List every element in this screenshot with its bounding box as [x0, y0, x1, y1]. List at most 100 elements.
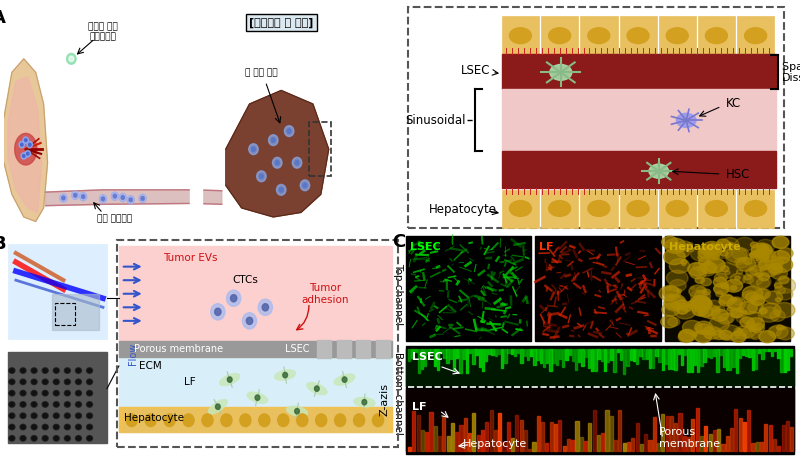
- Circle shape: [373, 414, 383, 426]
- Circle shape: [726, 335, 730, 338]
- Bar: [117, 240, 398, 447]
- Ellipse shape: [43, 391, 47, 395]
- Circle shape: [756, 258, 762, 262]
- Circle shape: [742, 312, 762, 326]
- Circle shape: [119, 197, 121, 198]
- Bar: [451, 423, 454, 451]
- Ellipse shape: [54, 368, 59, 373]
- Bar: [535, 236, 661, 341]
- Bar: [751, 349, 754, 370]
- Bar: [713, 349, 715, 356]
- Circle shape: [164, 414, 175, 426]
- Ellipse shape: [75, 436, 82, 441]
- Circle shape: [737, 329, 742, 332]
- Circle shape: [753, 325, 762, 331]
- Bar: [696, 408, 698, 451]
- Ellipse shape: [32, 402, 36, 406]
- Ellipse shape: [54, 437, 58, 440]
- Bar: [748, 349, 750, 357]
- Circle shape: [720, 313, 734, 324]
- Ellipse shape: [43, 425, 47, 429]
- Ellipse shape: [86, 413, 93, 419]
- Circle shape: [727, 242, 733, 246]
- Bar: [709, 434, 712, 451]
- Bar: [662, 414, 665, 451]
- Circle shape: [82, 195, 85, 198]
- Circle shape: [707, 300, 721, 310]
- Circle shape: [694, 330, 712, 343]
- Bar: [161, 409, 178, 431]
- Ellipse shape: [31, 413, 37, 419]
- Circle shape: [716, 306, 725, 312]
- Bar: [764, 424, 767, 451]
- Circle shape: [730, 273, 746, 284]
- Circle shape: [131, 196, 133, 198]
- Circle shape: [550, 65, 572, 80]
- Ellipse shape: [9, 436, 15, 441]
- Circle shape: [688, 248, 694, 252]
- Circle shape: [703, 327, 714, 335]
- Bar: [787, 349, 790, 370]
- Text: Hepatocyte: Hepatocyte: [462, 439, 527, 449]
- Circle shape: [22, 154, 25, 157]
- Bar: [554, 425, 557, 451]
- Circle shape: [725, 271, 730, 274]
- Bar: [738, 16, 774, 55]
- Circle shape: [662, 286, 679, 298]
- Ellipse shape: [54, 425, 58, 429]
- Bar: [607, 349, 610, 362]
- Bar: [294, 409, 311, 431]
- Bar: [710, 349, 712, 358]
- Circle shape: [782, 326, 786, 330]
- Text: Hepatocyte: Hepatocyte: [125, 413, 185, 423]
- Circle shape: [736, 314, 747, 322]
- Circle shape: [662, 303, 679, 316]
- Ellipse shape: [10, 380, 14, 384]
- Ellipse shape: [32, 391, 36, 395]
- Bar: [411, 349, 414, 358]
- Bar: [610, 349, 613, 360]
- Circle shape: [100, 198, 101, 200]
- Circle shape: [258, 299, 273, 315]
- Circle shape: [731, 309, 743, 318]
- Circle shape: [105, 198, 106, 200]
- Circle shape: [709, 330, 715, 334]
- Circle shape: [294, 408, 299, 414]
- Circle shape: [693, 263, 702, 270]
- Bar: [745, 349, 747, 356]
- Circle shape: [716, 291, 723, 296]
- Circle shape: [698, 258, 710, 266]
- Bar: [312, 409, 330, 431]
- Circle shape: [715, 246, 732, 258]
- Circle shape: [752, 296, 765, 306]
- Bar: [558, 420, 562, 451]
- Circle shape: [704, 253, 711, 259]
- Circle shape: [750, 242, 758, 248]
- Circle shape: [759, 254, 769, 261]
- Bar: [713, 430, 716, 451]
- Bar: [636, 349, 638, 364]
- Circle shape: [719, 300, 726, 305]
- Circle shape: [772, 236, 789, 248]
- Ellipse shape: [31, 368, 37, 373]
- Bar: [468, 433, 471, 451]
- Bar: [697, 349, 699, 372]
- Ellipse shape: [86, 368, 93, 373]
- Circle shape: [772, 257, 793, 272]
- Circle shape: [674, 303, 696, 319]
- Circle shape: [717, 242, 722, 246]
- Bar: [406, 349, 794, 386]
- Circle shape: [750, 274, 771, 290]
- Bar: [591, 349, 594, 371]
- Circle shape: [295, 160, 299, 165]
- Bar: [412, 411, 415, 451]
- Bar: [649, 349, 651, 368]
- Circle shape: [706, 28, 727, 44]
- Circle shape: [716, 262, 738, 278]
- Bar: [786, 421, 789, 451]
- Bar: [640, 444, 643, 451]
- Circle shape: [675, 300, 689, 309]
- Circle shape: [727, 307, 733, 311]
- Circle shape: [682, 305, 692, 311]
- Circle shape: [761, 245, 766, 248]
